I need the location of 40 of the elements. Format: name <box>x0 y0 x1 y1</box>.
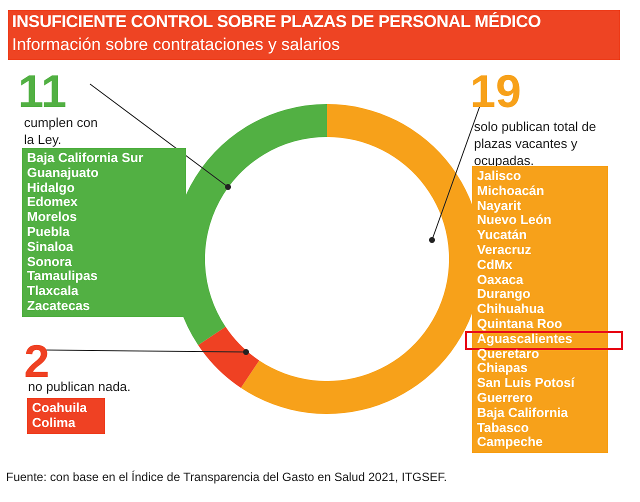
text: Colima <box>32 414 76 431</box>
text: Zacatecas <box>27 298 91 314</box>
text: Veracruz <box>477 242 532 258</box>
source-note: Fuente: con base en el Índice de Transparencia del Gasto en Salud 2021, ITGSEF. <box>6 470 447 484</box>
text: Tlaxcala <box>27 283 80 299</box>
text: Nuevo León <box>477 212 552 228</box>
text: Sonora <box>27 254 73 270</box>
text: Hidalgo <box>27 180 75 196</box>
text: Edomex <box>27 194 79 210</box>
slice-label: cumplen con la Ley. <box>24 114 99 148</box>
data-label: 11 <box>18 65 67 117</box>
text: Yucatán <box>477 227 528 243</box>
text: Oaxaca <box>477 272 524 288</box>
text: Chiapas <box>477 360 528 376</box>
text: Morelos <box>27 209 78 225</box>
text: Chihuahua <box>477 301 546 317</box>
text: Sinaloa <box>27 238 74 255</box>
chart-subtitle: Información sobre contrataciones y salarios <box>12 35 340 55</box>
text: Coahuila <box>32 400 88 416</box>
text: San Luis Potosí <box>477 375 576 391</box>
chart-title: INSUFICIENTE CONTROL SOBRE PLAZAS DE PERSONAL MÉDICO <box>12 12 541 32</box>
text: Baja California Sur <box>27 150 144 166</box>
text: Quintana Roo <box>477 316 564 332</box>
text: Baja California <box>477 404 570 421</box>
text: Tamaulipas <box>27 268 99 284</box>
data-label: 19 <box>470 65 522 117</box>
text: Tabasco <box>477 420 530 436</box>
text: Michoacán <box>477 182 546 199</box>
slice-label: solo publican total de plazas vacantes y ocupadas. <box>474 118 598 169</box>
text: Guanajuato <box>27 164 100 181</box>
text: CdMx <box>477 256 514 273</box>
text: Puebla <box>27 224 71 240</box>
text: Queretaro <box>477 346 540 362</box>
text: Durango <box>477 286 532 302</box>
donut-slice <box>198 326 260 388</box>
text: Nayarit <box>477 198 522 214</box>
text: Jalisco <box>477 168 522 184</box>
text: Aguascalientes <box>477 330 574 347</box>
text: Guerrero <box>477 390 534 406</box>
text: Campeche <box>477 434 544 450</box>
